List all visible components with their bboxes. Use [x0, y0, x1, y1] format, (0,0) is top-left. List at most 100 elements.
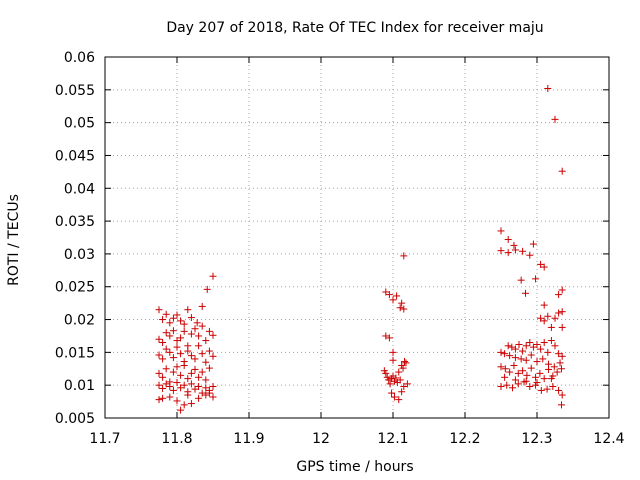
data-point	[533, 358, 541, 366]
data-point	[551, 342, 559, 350]
x-tick-label: 12.2	[449, 431, 480, 447]
data-point	[549, 382, 557, 390]
data-point	[540, 339, 548, 347]
data-point	[403, 380, 411, 388]
data-point	[180, 401, 188, 409]
data-point	[180, 381, 188, 389]
x-tick-label: 11.8	[161, 431, 192, 447]
data-point	[557, 365, 565, 373]
data-point	[209, 331, 217, 339]
data-point	[203, 285, 211, 293]
data-point	[558, 323, 566, 331]
data-point	[173, 397, 181, 405]
x-tick-label: 12.1	[377, 431, 408, 447]
data-point	[537, 260, 545, 268]
x-tick-label: 12.3	[521, 431, 552, 447]
data-point	[532, 373, 540, 381]
data-point	[523, 371, 531, 379]
data-point	[395, 368, 403, 376]
data-point	[205, 347, 213, 355]
data-point	[159, 355, 167, 363]
data-point	[510, 361, 518, 369]
y-tick-label: 0.055	[55, 83, 95, 99]
plot-frame	[104, 56, 610, 419]
data-point	[162, 365, 170, 373]
data-point	[193, 319, 201, 327]
data-point	[527, 351, 535, 359]
tick-labels: 11.7 11.8 11.9 12 12.1 12.2 12.3 12.4 0.005 0.01 0…	[55, 50, 625, 447]
data-point	[195, 394, 203, 402]
data-point	[547, 323, 555, 331]
data-point	[155, 396, 163, 404]
x-tick-label: 12	[312, 431, 330, 447]
data-point	[385, 334, 393, 342]
data-point	[501, 350, 509, 358]
data-point	[508, 343, 516, 351]
x-tick-label: 11.7	[89, 431, 120, 447]
data-point	[173, 379, 181, 387]
data-point	[155, 306, 163, 314]
data-point	[198, 302, 206, 310]
y-tick-label: 0.01	[64, 378, 95, 394]
data-point	[180, 361, 188, 369]
data-point	[526, 251, 534, 259]
chart-title: Day 207 of 2018, Rate Of TEC Index for r…	[166, 20, 543, 36]
data-point	[187, 380, 195, 388]
data-point	[202, 384, 210, 392]
data-point	[159, 384, 167, 392]
data-point	[205, 364, 213, 372]
data-point	[177, 317, 185, 325]
data-point	[519, 247, 527, 255]
data-point	[532, 275, 540, 283]
data-point	[497, 363, 505, 371]
data-point	[540, 301, 548, 309]
data-point	[166, 393, 174, 401]
data-point	[497, 247, 505, 255]
data-point	[522, 342, 530, 350]
data-point	[209, 382, 217, 390]
data-point	[205, 389, 213, 397]
y-tick-label: 0.005	[55, 411, 95, 427]
data-point	[162, 310, 170, 318]
data-point	[529, 240, 537, 248]
data-point	[173, 363, 181, 371]
data-point	[395, 396, 403, 404]
data-point	[390, 377, 398, 385]
data-point	[555, 291, 563, 299]
data-point	[162, 345, 170, 353]
data-point	[393, 292, 401, 300]
data-point	[202, 358, 210, 366]
data-point	[198, 389, 206, 397]
data-point	[557, 401, 565, 409]
data-point	[198, 322, 206, 330]
data-point	[159, 316, 167, 324]
data-point	[184, 375, 192, 383]
data-point	[529, 343, 537, 351]
data-point	[173, 337, 181, 345]
data-point	[159, 339, 167, 347]
data-point	[195, 382, 203, 390]
data-point	[169, 386, 177, 394]
data-point	[155, 335, 163, 343]
data-point	[521, 289, 529, 297]
data-point	[195, 342, 203, 350]
grid-lines	[104, 56, 610, 419]
data-point	[187, 400, 195, 408]
data-point	[555, 386, 563, 394]
data-point	[503, 381, 511, 389]
data-point	[501, 365, 509, 373]
x-axis-label: GPS time / hours	[296, 459, 413, 475]
data-point	[526, 382, 534, 390]
data-point	[519, 347, 527, 355]
data-point	[497, 348, 505, 356]
data-point	[187, 314, 195, 322]
data-point	[400, 382, 408, 390]
data-point	[187, 352, 195, 360]
data-point	[398, 299, 406, 307]
data-point	[205, 327, 213, 335]
data-point	[544, 85, 552, 93]
data-point	[382, 369, 390, 377]
data-point	[497, 382, 505, 390]
